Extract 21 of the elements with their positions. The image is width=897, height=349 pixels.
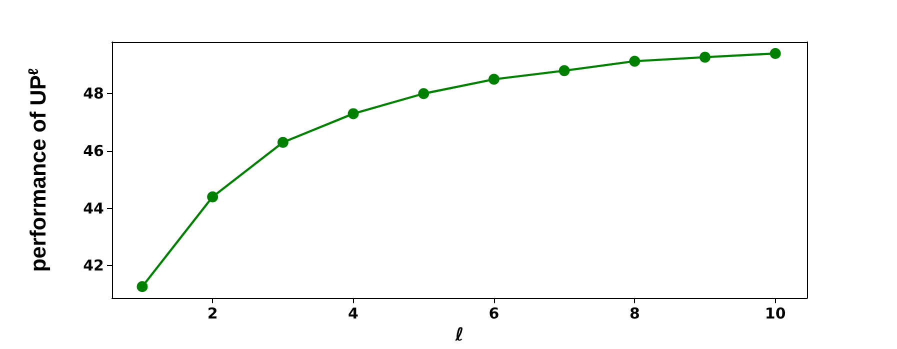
y-tick-label: 46	[83, 142, 104, 160]
point	[136, 281, 148, 292]
point	[700, 52, 710, 63]
x-tick-label: 10	[764, 304, 786, 323]
point	[558, 65, 570, 76]
point	[418, 88, 430, 100]
point	[629, 56, 640, 67]
x-tick-label: 6	[488, 304, 500, 323]
y-axis-title: performance of UPℓ	[25, 68, 50, 272]
y-tick-label: 48	[83, 84, 104, 103]
x-tick-label: 4	[348, 304, 358, 323]
point	[488, 74, 500, 85]
point	[207, 191, 218, 202]
point	[277, 136, 288, 148]
point	[348, 108, 359, 120]
x-axis-title: ℓ	[454, 324, 464, 346]
y-tick-label: 42	[83, 256, 104, 275]
x-tick-label: 8	[629, 304, 640, 323]
point	[770, 48, 781, 59]
x-tick-label: 2	[207, 304, 218, 323]
y-tick-label: 44	[83, 199, 104, 218]
